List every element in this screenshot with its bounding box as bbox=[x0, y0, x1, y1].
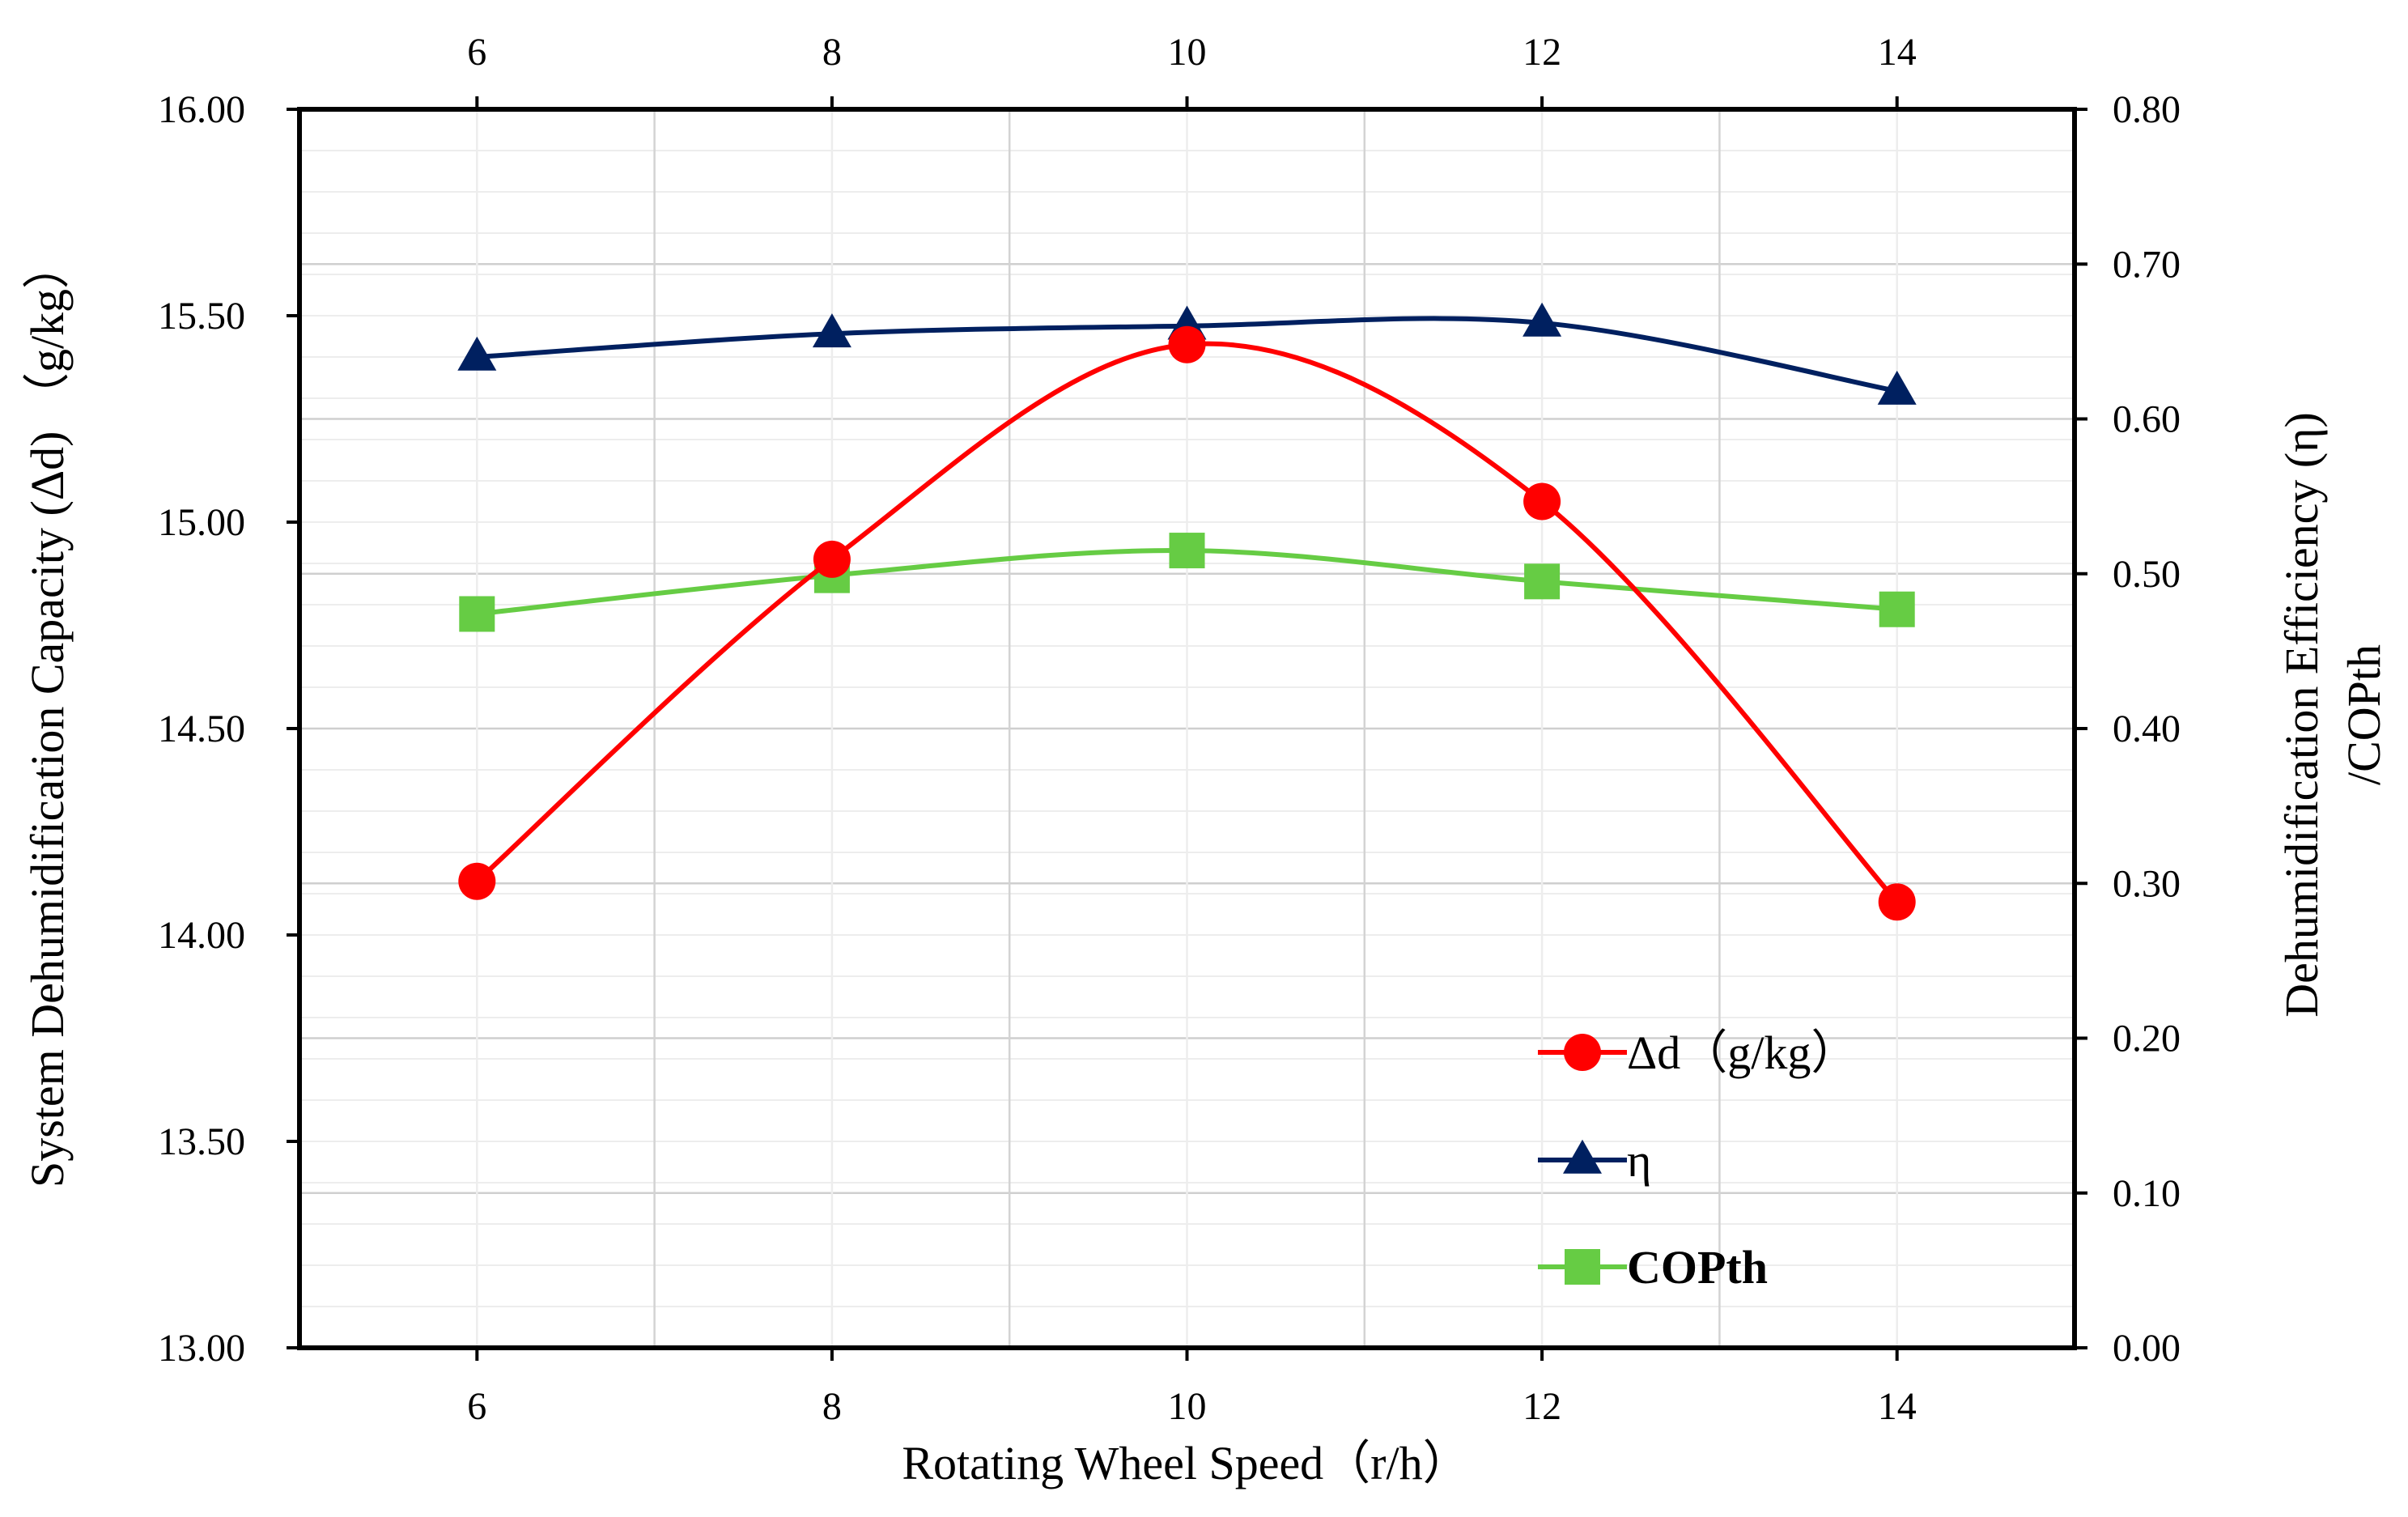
y-right-tick-label: 0.70 bbox=[2113, 243, 2181, 286]
x-axis-title: Rotating Wheel Speed（r/h） bbox=[902, 1437, 1469, 1489]
grid-major bbox=[299, 109, 2075, 1348]
legend-marker-copth bbox=[1565, 1249, 1600, 1285]
legend-label-eta: η bbox=[1627, 1134, 1651, 1187]
legend-label-dd: Δd（g/kg） bbox=[1627, 1026, 1858, 1079]
x-tick-label-top: 8 bbox=[822, 31, 842, 74]
y-right-tick-label: 0.80 bbox=[2113, 88, 2181, 131]
y-left-tick-label: 15.00 bbox=[158, 501, 245, 544]
y-right-tick-label: 0.60 bbox=[2113, 398, 2181, 441]
x-tick-label-top: 6 bbox=[467, 31, 486, 74]
x-tick-label-top: 10 bbox=[1168, 31, 1207, 74]
legend-label-copth: COPth bbox=[1627, 1241, 1768, 1294]
y-right-tick-label: 0.20 bbox=[2113, 1018, 2181, 1060]
x-tick-label-top: 14 bbox=[1878, 31, 1917, 74]
y-axis-right-title-line1: Dehumidification Efficiency (η) bbox=[2275, 412, 2328, 1018]
y-left-tick-label: 16.00 bbox=[158, 88, 245, 131]
x-tick-label-bottom: 8 bbox=[822, 1385, 842, 1428]
data-point-dd bbox=[813, 540, 851, 578]
data-point-dd bbox=[1523, 482, 1561, 521]
x-tick-label-top: 12 bbox=[1523, 31, 1561, 74]
data-point-copth bbox=[459, 596, 495, 632]
ticks-layer bbox=[287, 96, 2087, 1361]
data-point-copth bbox=[1524, 563, 1561, 600]
x-tick-label-bottom: 12 bbox=[1523, 1385, 1561, 1428]
y-right-tick-label: 0.00 bbox=[2113, 1327, 2181, 1370]
y-right-tick-label: 0.50 bbox=[2113, 553, 2181, 596]
y-left-tick-label: 13.00 bbox=[158, 1327, 245, 1370]
y-left-tick-label: 14.50 bbox=[158, 708, 245, 750]
x-tick-label-bottom: 10 bbox=[1168, 1385, 1207, 1428]
data-point-dd bbox=[1168, 325, 1206, 363]
y-axis-left-title: System Dehumidification Capacity (Δd) （g… bbox=[21, 242, 74, 1188]
data-point-dd bbox=[458, 862, 496, 900]
y-left-tick-label: 14.00 bbox=[158, 914, 245, 957]
data-point-dd bbox=[1878, 883, 1916, 921]
data-point-eta bbox=[812, 313, 852, 348]
y-right-tick-label: 0.10 bbox=[2113, 1172, 2181, 1215]
x-tick-label-bottom: 14 bbox=[1878, 1385, 1917, 1428]
legend-marker-dd bbox=[1564, 1034, 1601, 1071]
data-point-eta bbox=[1523, 302, 1562, 337]
data-point-eta bbox=[1877, 370, 1917, 405]
legend: Δd（g/kg） η COPth bbox=[1538, 1026, 1858, 1294]
y-axis-right-title-line2: /COPth bbox=[2338, 644, 2390, 785]
y-right-tick-label: 0.30 bbox=[2113, 862, 2181, 905]
data-point-eta bbox=[457, 336, 497, 371]
data-point-copth bbox=[1879, 591, 1915, 627]
y-right-tick-label: 0.40 bbox=[2113, 708, 2181, 750]
data-point-copth bbox=[1169, 533, 1205, 569]
x-tick-label-bottom: 6 bbox=[467, 1385, 486, 1428]
series-circle bbox=[458, 325, 1916, 921]
series-layer bbox=[457, 302, 1917, 921]
y-left-tick-label: 13.50 bbox=[158, 1120, 245, 1163]
y-left-tick-label: 15.50 bbox=[158, 295, 245, 338]
legend-marker-eta bbox=[1563, 1139, 1602, 1174]
labels-layer: 6 6 8 8 10 10 12 12 14 14 13.00 13.50 14.00 14.50 15.0… bbox=[158, 31, 2181, 1428]
